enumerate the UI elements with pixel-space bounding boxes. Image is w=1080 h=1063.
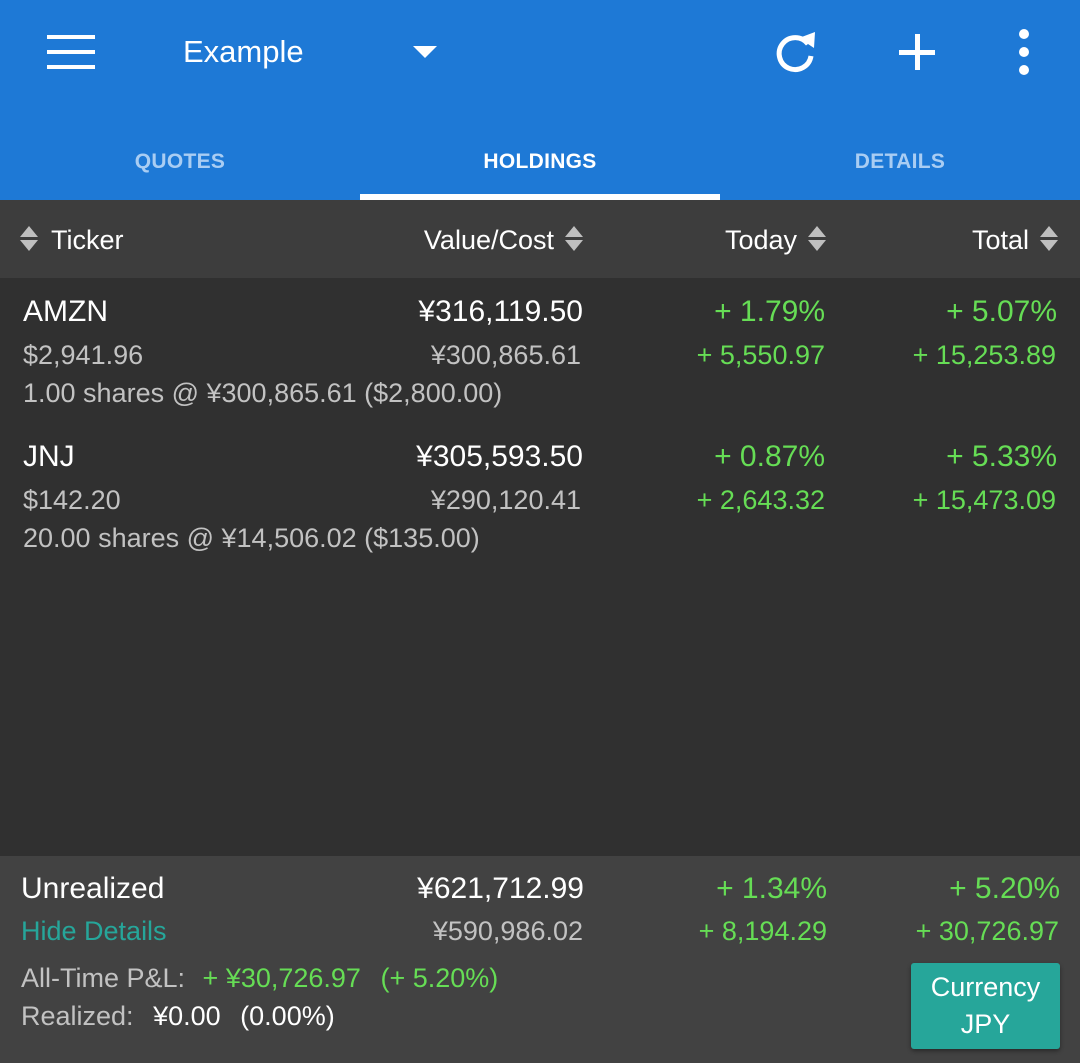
alltime-pl-percent: (+ 5.20%) <box>380 963 499 993</box>
realized-row: Realized: ¥0.00 (0.00%) <box>21 1001 335 1032</box>
shares-summary: 20.00 shares @ ¥14,506.02 ($135.00) <box>23 523 480 553</box>
sort-ticker-header[interactable]: Ticker <box>20 200 220 278</box>
column-header: Ticker Value/Cost Today Total <box>0 200 1080 278</box>
caret-down-icon <box>413 46 437 58</box>
summary-total-percent: + 5.20% <box>949 872 1060 905</box>
cost-basis: ¥300,865.61 <box>430 340 581 370</box>
summary-market-value: ¥621,712.99 <box>417 872 584 905</box>
holding-row-jnj[interactable]: JNJ $142.20 20.00 shares @ ¥14,506.02 ($… <box>0 440 1080 585</box>
alltime-pl-label: All-Time P&L: <box>21 963 186 993</box>
add-icon[interactable] <box>892 26 942 78</box>
summary-today-percent: + 1.34% <box>716 872 827 905</box>
sort-icon <box>565 226 583 252</box>
sort-value-cost-header[interactable]: Value/Cost <box>380 200 585 278</box>
total-change-amount: + 15,473.09 <box>912 485 1056 515</box>
today-change-percent: + 1.79% <box>714 295 825 328</box>
menu-icon[interactable] <box>47 35 95 69</box>
unrealized-label: Unrealized <box>21 872 165 905</box>
tab-holdings[interactable]: HOLDINGS <box>483 150 597 173</box>
sort-total-header[interactable]: Total <box>900 200 1060 278</box>
portfolio-name: Example <box>183 34 304 69</box>
today-change-amount: + 2,643.32 <box>696 485 825 515</box>
cost-basis: ¥290,120.41 <box>430 485 581 515</box>
tab-details[interactable]: DETAILS <box>854 150 946 173</box>
realized-label: Realized: <box>21 1001 134 1031</box>
last-price: $2,941.96 <box>23 340 144 370</box>
sort-icon <box>1040 226 1058 252</box>
sort-icon <box>20 226 38 252</box>
total-change-amount: + 15,253.89 <box>912 340 1056 370</box>
tab-indicator <box>360 194 720 200</box>
summary-total-amount: + 30,726.97 <box>915 916 1059 946</box>
realized-value: ¥0.00 <box>153 1001 221 1031</box>
today-change-amount: + 5,550.97 <box>696 340 825 370</box>
currency-code: JPY <box>960 1009 1011 1039</box>
holding-row-amzn[interactable]: AMZN $2,941.96 1.00 shares @ ¥300,865.61… <box>0 295 1080 440</box>
total-change-percent: + 5.07% <box>946 295 1057 328</box>
sort-icon <box>808 226 826 252</box>
currency-button[interactable]: Currency JPY <box>911 963 1060 1049</box>
total-change-percent: + 5.33% <box>946 440 1057 473</box>
summary-cost-basis: ¥590,986.02 <box>432 916 583 946</box>
value-cost-column-label: Value/Cost <box>423 225 554 255</box>
market-value: ¥305,593.50 <box>416 440 583 473</box>
today-column-label: Today <box>724 225 797 255</box>
ticker-symbol: AMZN <box>23 295 108 328</box>
more-vert-icon[interactable] <box>1000 26 1050 78</box>
realized-percent: (0.00%) <box>240 1001 335 1031</box>
alltime-pl-value: + ¥30,726.97 <box>202 963 361 993</box>
refresh-icon[interactable] <box>770 26 820 78</box>
alltime-pl-row: All-Time P&L: + ¥30,726.97 (+ 5.20%) <box>21 963 498 994</box>
currency-button-label: Currency <box>930 972 1041 1002</box>
portfolio-selector[interactable]: Example <box>183 30 453 76</box>
hide-details-link[interactable]: Hide Details <box>21 916 167 946</box>
market-value: ¥316,119.50 <box>418 295 583 328</box>
sort-today-header[interactable]: Today <box>660 200 828 278</box>
shares-summary: 1.00 shares @ ¥300,865.61 ($2,800.00) <box>23 378 503 408</box>
today-change-percent: + 0.87% <box>714 440 825 473</box>
app-bar: Example QUOTES HOLDINGS DETAILS <box>0 0 1080 200</box>
summary-today-amount: + 8,194.29 <box>698 916 827 946</box>
tab-quotes[interactable]: QUOTES <box>134 150 226 173</box>
last-price: $142.20 <box>23 485 121 515</box>
total-column-label: Total <box>971 225 1029 255</box>
ticker-symbol: JNJ <box>23 440 75 473</box>
ticker-column-label: Ticker <box>51 225 124 255</box>
summary-footer: Unrealized Hide Details ¥621,712.99 ¥590… <box>0 856 1080 1063</box>
